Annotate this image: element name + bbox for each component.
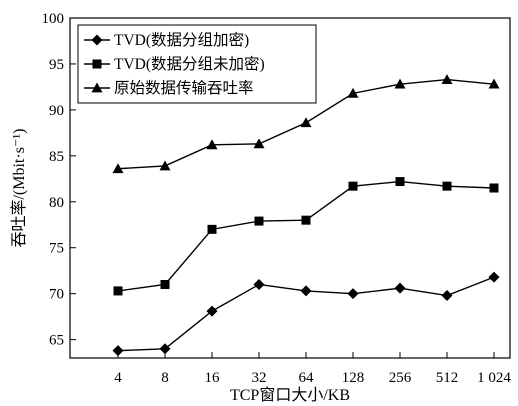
y-axis-title: 吞吐率/(Mbit·s⁻¹)	[10, 128, 28, 247]
data-point	[160, 279, 170, 289]
data-point	[206, 139, 218, 150]
series-diamond	[112, 271, 500, 357]
plot-frame	[69, 17, 511, 359]
data-point	[394, 78, 406, 89]
data-point	[442, 181, 452, 191]
y-tick-label: 65	[49, 333, 64, 349]
data-point	[206, 305, 218, 317]
legend-label: 原始数据传输吞吐率	[114, 79, 254, 97]
data-point	[347, 87, 359, 98]
x-tick-label: 16	[205, 370, 221, 386]
data-point	[300, 285, 312, 297]
legend-marker	[91, 82, 103, 93]
data-point	[489, 183, 499, 193]
series-square	[113, 177, 499, 296]
x-axis: 4 8 16 32 64 128 256 512 1 024	[114, 352, 511, 386]
y-tick-label: 75	[49, 241, 64, 257]
y-tick-label: 80	[49, 195, 64, 211]
x-tick-label: 512	[436, 370, 459, 386]
data-point	[301, 215, 311, 225]
y-tick-label: 70	[49, 287, 64, 303]
data-point	[300, 117, 312, 128]
data-point	[113, 286, 123, 296]
data-point	[394, 282, 406, 294]
data-point	[347, 288, 359, 300]
data-point	[159, 343, 171, 355]
data-point	[488, 78, 500, 89]
x-tick-label: 1 024	[477, 370, 511, 386]
data-point	[441, 74, 453, 84]
data-point	[441, 290, 453, 302]
y-tick-label: 95	[49, 57, 64, 73]
data-point	[488, 271, 500, 283]
y-axis: 65 70 75 80 85 90 95 100	[42, 11, 76, 349]
x-axis-title: TCP窗口大小/KB	[230, 386, 350, 404]
legend-label: TVD(数据分组加密)	[114, 31, 249, 49]
legend-box	[77, 24, 317, 104]
data-point	[253, 138, 265, 149]
legend-marker	[91, 34, 103, 46]
x-tick-label: 128	[342, 370, 365, 386]
x-tick-label: 32	[252, 370, 267, 386]
y-tick-label: 100	[42, 11, 65, 27]
y-tick-label: 90	[49, 103, 64, 119]
data-point	[395, 177, 405, 187]
data-point	[348, 181, 358, 191]
data-point	[159, 160, 171, 171]
series-line	[117, 180, 495, 292]
data-point	[112, 345, 124, 357]
data-point	[254, 216, 264, 226]
data-point	[253, 278, 265, 290]
x-tick-label: 8	[161, 370, 169, 386]
legend-marker	[92, 59, 102, 69]
series-layer	[112, 74, 500, 357]
x-tick-label: 256	[389, 370, 412, 386]
data-point	[112, 163, 124, 174]
series-triangle	[112, 74, 500, 174]
x-tick-label: 4	[114, 370, 122, 386]
legend: TVD(数据分组加密) TVD(数据分组未加密) 原始数据传输吞吐率	[77, 24, 317, 104]
legend-label: TVD(数据分组未加密)	[114, 55, 265, 73]
data-point	[207, 224, 217, 234]
x-tick-label: 64	[299, 370, 315, 386]
y-tick-label: 85	[49, 149, 64, 165]
